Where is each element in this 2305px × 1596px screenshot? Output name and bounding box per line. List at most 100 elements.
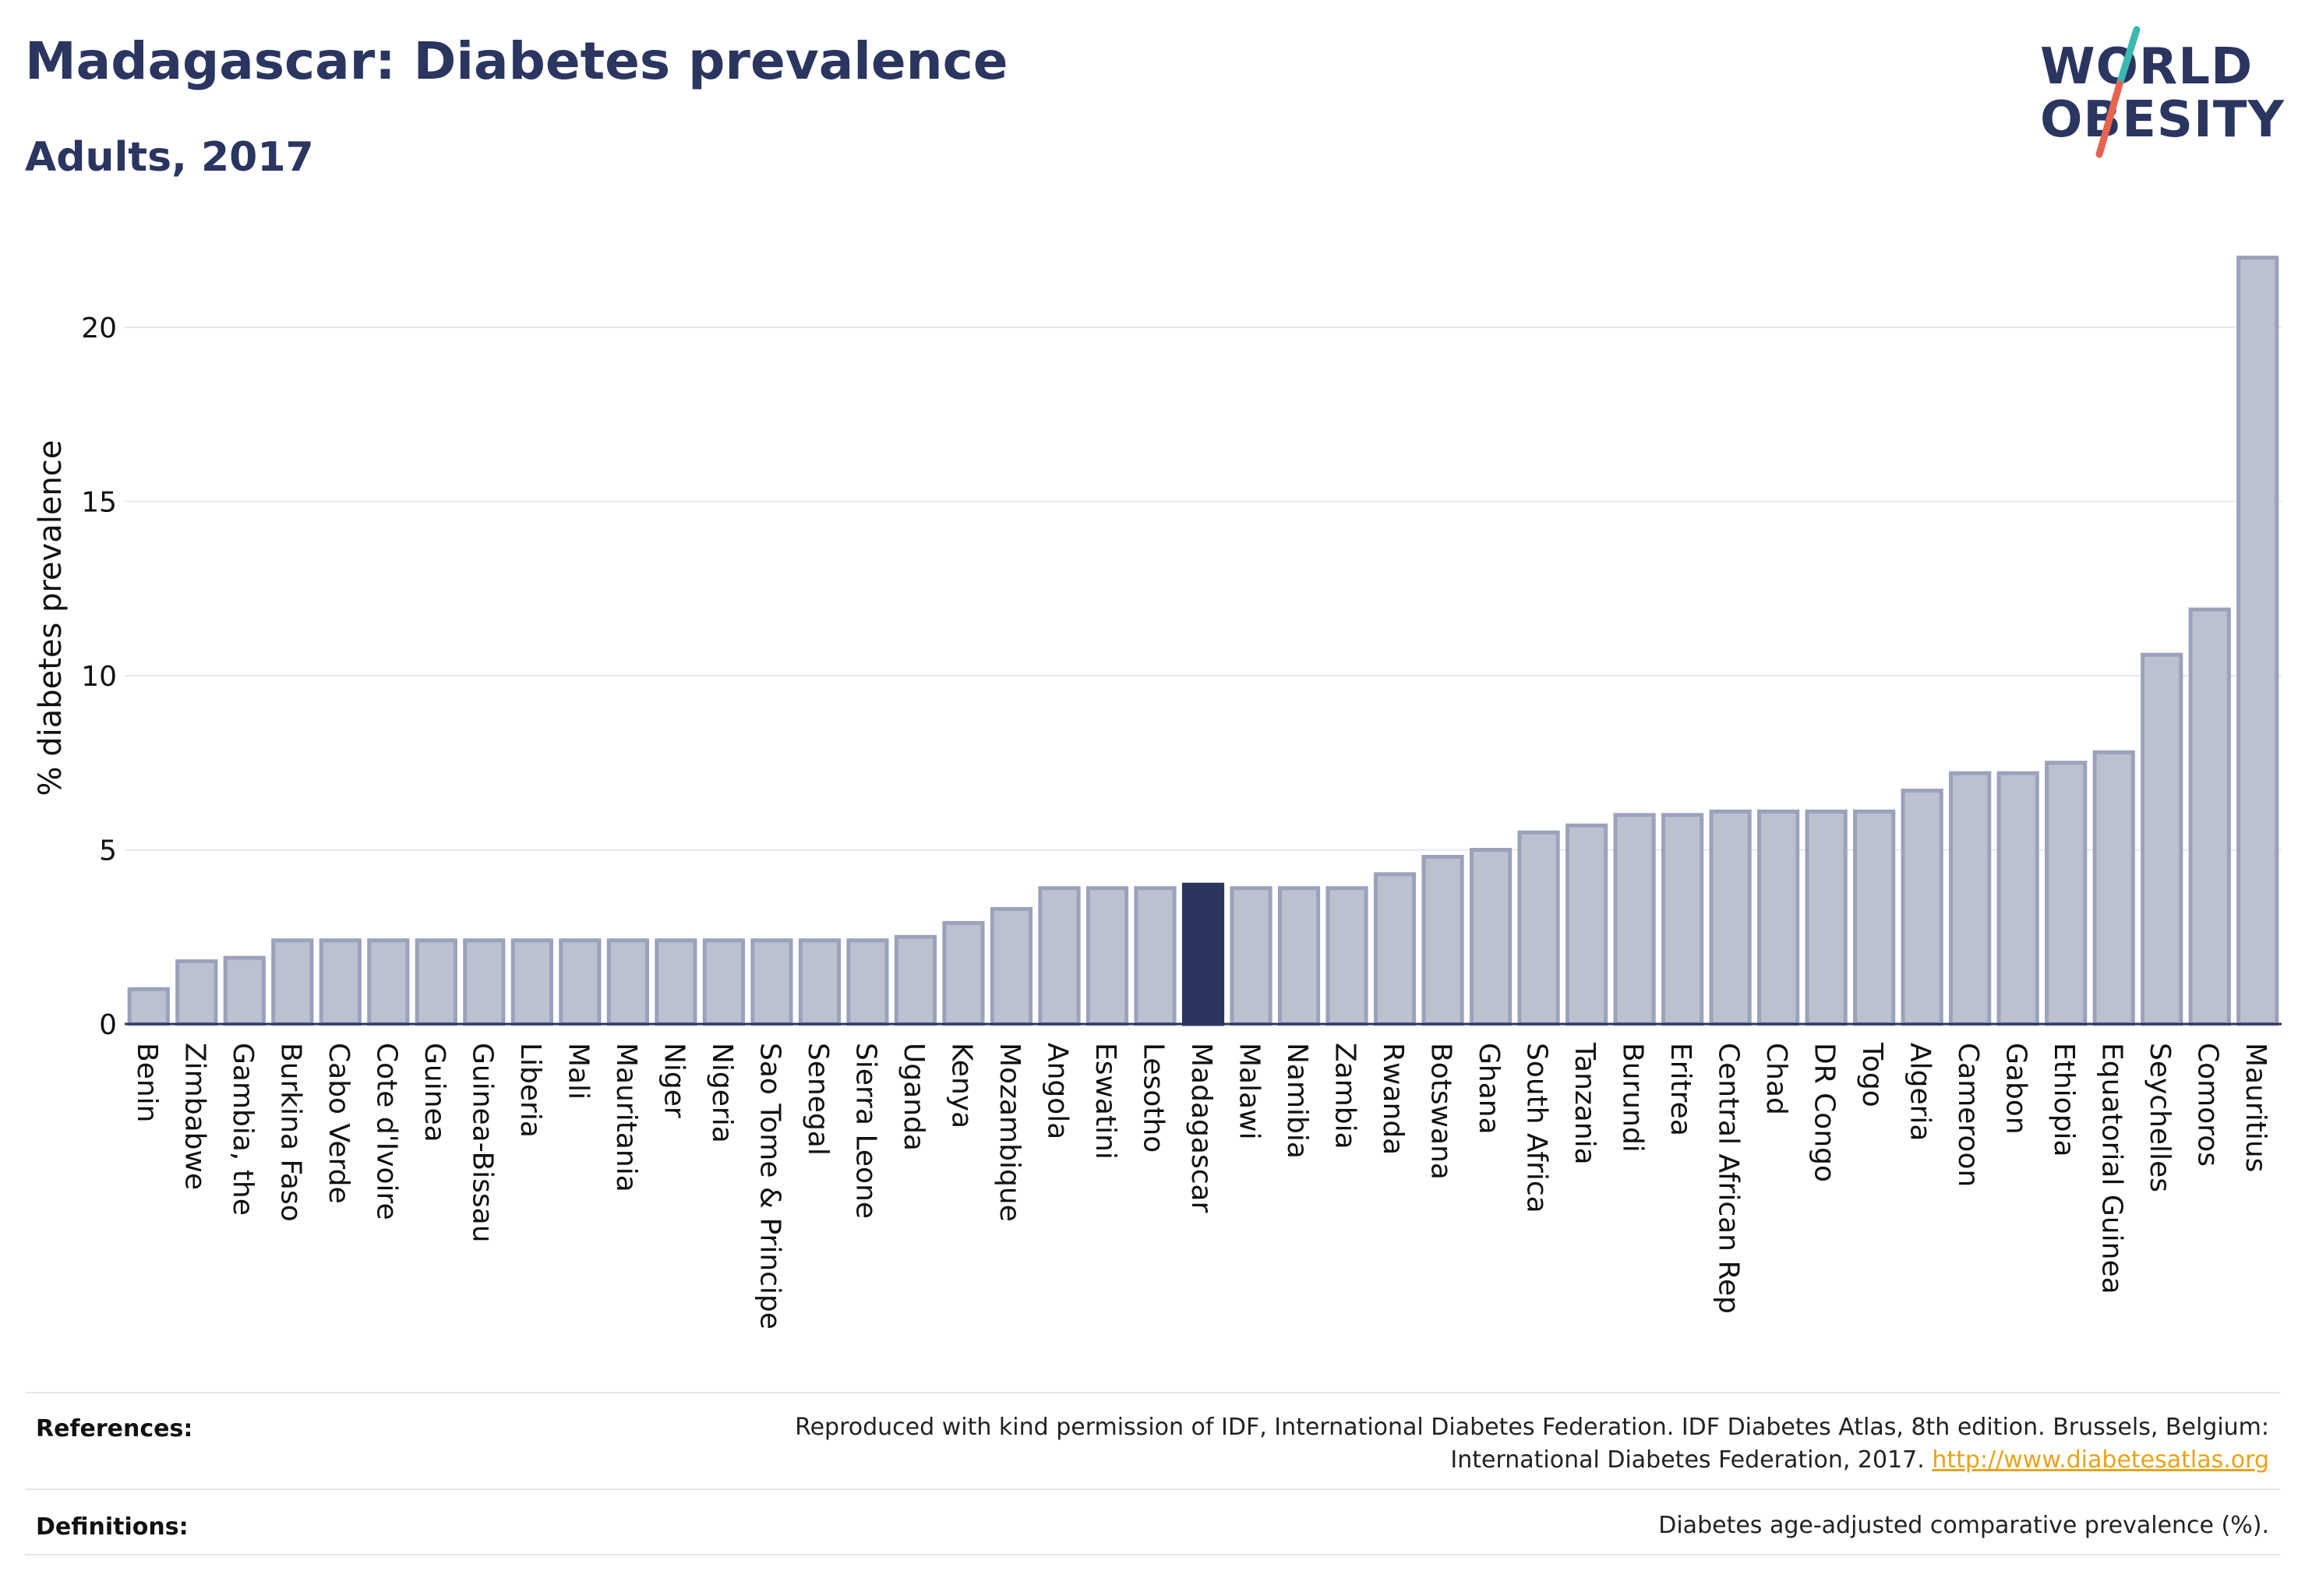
x-tick-label: Lesotho <box>1137 1043 1169 1153</box>
x-tick-label: DR Congo <box>1809 1043 1841 1182</box>
x-tick-label: Eritrea <box>1664 1043 1696 1136</box>
x-axis-labels: Benin Zimbabwe Gambia, the Burkina Faso Cabo… <box>131 1042 2271 1329</box>
x-tick-label: Sierra Leone <box>849 1043 881 1219</box>
bars <box>127 256 2279 1026</box>
bar <box>1373 872 1417 1026</box>
y-axis-ticks: 0 5 10 15 20 <box>81 312 117 1041</box>
bar <box>655 938 697 1026</box>
bar <box>559 938 602 1026</box>
footer-divider-middle <box>25 1488 2280 1490</box>
x-tick-label: Cote d'Ivoire <box>370 1043 402 1220</box>
x-tick-label: Kenya <box>945 1043 977 1128</box>
world-obesity-logo: WORLD OBESITY <box>2034 23 2291 164</box>
bar <box>367 938 410 1026</box>
bar <box>1517 830 1560 1026</box>
bar <box>510 938 553 1026</box>
x-tick-label: Zimbabwe <box>178 1043 210 1190</box>
bar <box>463 938 506 1026</box>
footer-divider-top <box>25 1392 2280 1393</box>
bar <box>2092 750 2135 1026</box>
bar <box>1181 882 1225 1026</box>
footer-divider-bottom <box>25 1554 2280 1555</box>
x-tick-label: Malawi <box>1234 1043 1265 1140</box>
x-tick-label: Ghana <box>1473 1043 1505 1135</box>
bar <box>1038 886 1081 1026</box>
x-tick-label: Niger <box>658 1043 690 1118</box>
bar <box>1565 823 1608 1026</box>
bar <box>990 906 1033 1026</box>
bar <box>2236 256 2279 1026</box>
x-tick-label: Benin <box>131 1043 163 1122</box>
bar <box>1709 809 1752 1026</box>
references-line-2-text: International Diabetes Federation, 2017. <box>1450 1446 1925 1474</box>
x-tick-label: Eswatini <box>1089 1043 1121 1160</box>
x-tick-label: Liberia <box>514 1043 546 1138</box>
y-tick-label: 15 <box>81 487 117 519</box>
x-tick-label: Cameroon <box>1952 1043 1984 1187</box>
x-tick-label: Guinea-Bissau <box>466 1043 498 1243</box>
x-tick-label: Madagascar <box>1185 1043 1217 1213</box>
x-tick-label: Sao Tome & Principe <box>754 1043 785 1329</box>
definitions-label: Definitions: <box>36 1513 189 1541</box>
x-tick-label: Seychelles <box>2144 1043 2176 1192</box>
x-tick-label: Central African Rep <box>1713 1043 1745 1314</box>
x-tick-label: Gambia, the <box>227 1043 259 1216</box>
logo-line-1: WORLD <box>2040 38 2254 96</box>
x-tick-label: Guinea <box>418 1043 450 1142</box>
bar-chart: 0 5 10 15 20 Benin Zimbabwe Gambia, the Burkina… <box>33 256 2282 1329</box>
x-tick-label: Burkina Faso <box>274 1043 306 1222</box>
bar <box>2141 652 2183 1026</box>
bar <box>894 934 937 1026</box>
bar <box>606 938 649 1026</box>
logo-line-2: OBESITY <box>2040 91 2285 149</box>
bar <box>1230 886 1273 1026</box>
references-label: References: <box>36 1415 193 1442</box>
x-tick-label: Nigeria <box>706 1043 738 1143</box>
x-tick-label: Ethiopia <box>2048 1043 2080 1157</box>
bar <box>1996 771 2039 1026</box>
bar <box>1085 886 1129 1026</box>
logo-slash-icon <box>2095 26 2141 158</box>
x-tick-label: Namibia <box>1281 1043 1313 1159</box>
x-tick-label: Algeria <box>1904 1043 1936 1142</box>
bar <box>942 920 985 1026</box>
x-tick-label: Comoros <box>2192 1043 2224 1167</box>
bar <box>750 938 793 1026</box>
y-axis-title: % diabetes prevalence <box>33 440 69 796</box>
bar <box>702 938 745 1026</box>
bar <box>1949 771 1992 1026</box>
bar <box>2045 761 2088 1026</box>
bar <box>846 938 889 1026</box>
x-tick-label: Mali <box>562 1043 594 1100</box>
bar <box>127 987 170 1026</box>
x-tick-label: Mauritius <box>2240 1043 2271 1172</box>
page-subtitle: Adults, 2017 <box>25 134 314 181</box>
x-tick-label: Tanzania <box>1569 1042 1601 1165</box>
y-tick-label: 5 <box>99 835 117 867</box>
bar <box>2188 607 2231 1026</box>
bar <box>1853 809 1896 1026</box>
x-tick-label: Angola <box>1041 1043 1073 1139</box>
x-tick-label: Mozambique <box>994 1043 1025 1222</box>
bar <box>798 938 842 1026</box>
x-tick-label: Senegal <box>802 1043 834 1156</box>
x-tick-label: South Africa <box>1521 1043 1553 1213</box>
page-title: Madagascar: Diabetes prevalence <box>25 31 1008 91</box>
bar <box>1805 809 1848 1026</box>
bar <box>1661 813 1704 1026</box>
y-tick-label: 0 <box>99 1009 117 1041</box>
references-line-1: Reproduced with kind permission of IDF, … <box>795 1414 2269 1441</box>
bar <box>1421 854 1464 1026</box>
bar <box>1325 886 1368 1026</box>
x-tick-label: Mauritania <box>610 1043 642 1192</box>
bar <box>1613 813 1656 1026</box>
bar <box>175 959 218 1026</box>
x-tick-label: Uganda <box>898 1043 930 1151</box>
bar <box>1277 886 1321 1026</box>
bar <box>1469 848 1513 1026</box>
references-link[interactable]: http://www.diabetesatlas.org <box>1932 1446 2269 1474</box>
bar <box>271 938 314 1026</box>
references-text: Reproduced with kind permission of IDF, … <box>795 1411 2269 1477</box>
x-tick-label: Cabo Verde <box>323 1043 355 1204</box>
